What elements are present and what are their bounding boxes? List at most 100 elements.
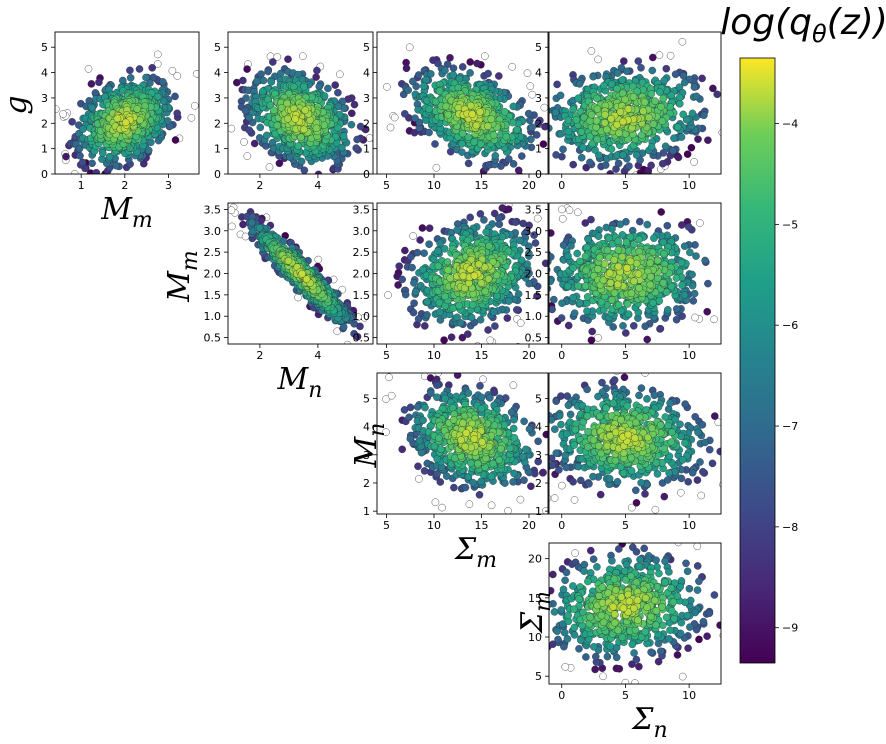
data-point <box>502 132 511 141</box>
data-point <box>658 117 667 125</box>
data-point <box>588 139 597 148</box>
data-point <box>678 37 687 46</box>
data-point <box>434 262 443 270</box>
data-point <box>423 297 432 306</box>
data-point <box>559 241 568 249</box>
data-point <box>450 483 458 492</box>
data-point <box>418 224 427 232</box>
data-point <box>588 327 596 336</box>
data-point <box>633 87 641 96</box>
data-point <box>353 135 361 144</box>
data-point <box>709 84 717 93</box>
x-tick-label: 10 <box>427 349 441 362</box>
data-point <box>509 424 518 433</box>
data-point <box>484 275 493 283</box>
data-point <box>425 240 433 248</box>
data-point <box>646 280 655 289</box>
data-point <box>264 67 272 76</box>
data-point <box>639 107 647 115</box>
data-point <box>453 226 461 234</box>
data-point <box>608 180 615 187</box>
data-point <box>618 231 627 239</box>
data-point <box>466 265 475 274</box>
data-point <box>582 266 590 275</box>
y-tick-label: 0.5 <box>204 332 222 345</box>
data-point <box>549 229 555 237</box>
x-tick-label: 10 <box>682 349 696 362</box>
data-point <box>539 140 548 148</box>
data-point <box>623 264 631 272</box>
y-tick-label: 2.0 <box>204 268 222 281</box>
data-point <box>414 71 423 79</box>
data-point <box>569 293 577 302</box>
data-point <box>489 258 497 266</box>
data-point <box>420 467 429 475</box>
scatter-panel-Sm-Mm: 5 10 15 200.51.01.52.02.53.03.5 <box>353 202 549 362</box>
data-point <box>449 64 458 72</box>
data-point <box>469 478 477 487</box>
data-point <box>259 87 267 96</box>
data-point <box>666 51 675 60</box>
data-point <box>601 110 609 119</box>
data-point <box>444 111 452 119</box>
data-point <box>275 159 284 168</box>
data-point <box>394 281 402 289</box>
data-point <box>534 437 542 446</box>
data-point <box>718 128 721 137</box>
data-point <box>265 163 274 171</box>
y-tick-label: 3.5 <box>353 203 371 216</box>
data-point <box>552 151 560 159</box>
data-point <box>533 214 542 223</box>
data-point <box>647 161 655 170</box>
data-point <box>458 129 467 138</box>
data-point <box>655 51 664 59</box>
data-point <box>490 308 498 316</box>
data-point <box>270 106 278 115</box>
data-point <box>464 133 473 141</box>
data-point <box>509 102 518 111</box>
data-point <box>468 300 477 309</box>
data-point <box>228 222 236 231</box>
data-point <box>434 247 442 255</box>
data-point <box>356 122 365 131</box>
y-tick-label: 2 <box>41 117 48 130</box>
data-point <box>583 293 592 301</box>
data-point <box>446 274 454 282</box>
data-point <box>168 66 177 75</box>
data-point <box>536 116 544 125</box>
data-point <box>475 260 483 269</box>
data-point <box>556 91 565 100</box>
data-point <box>350 329 358 338</box>
x-tick-label: 2 <box>256 349 263 362</box>
data-point <box>539 468 547 477</box>
data-point <box>449 71 458 79</box>
data-point <box>662 64 671 73</box>
data-point <box>414 462 422 471</box>
data-point <box>501 108 509 116</box>
data-point <box>569 264 577 272</box>
data-point <box>190 101 199 110</box>
data-point <box>623 67 631 76</box>
data-point <box>572 116 581 124</box>
data-point <box>409 308 418 317</box>
y-tick-label: 1.5 <box>525 289 543 302</box>
data-point <box>239 76 247 85</box>
data-point <box>68 118 76 126</box>
data-point <box>549 285 552 293</box>
data-point <box>415 436 424 445</box>
data-point <box>242 94 250 102</box>
data-point <box>59 110 67 118</box>
data-point <box>79 125 87 133</box>
y-tick-label: 1 <box>214 143 221 156</box>
data-point <box>84 65 93 73</box>
data-point <box>616 108 625 116</box>
y-tick-label: 2 <box>214 117 221 130</box>
data-point <box>248 218 256 227</box>
data-point <box>691 313 699 322</box>
data-point <box>173 72 182 80</box>
data-point <box>510 415 518 424</box>
data-point <box>656 88 664 96</box>
data-point <box>574 94 583 102</box>
data-point <box>441 292 449 301</box>
data-point <box>570 309 579 317</box>
